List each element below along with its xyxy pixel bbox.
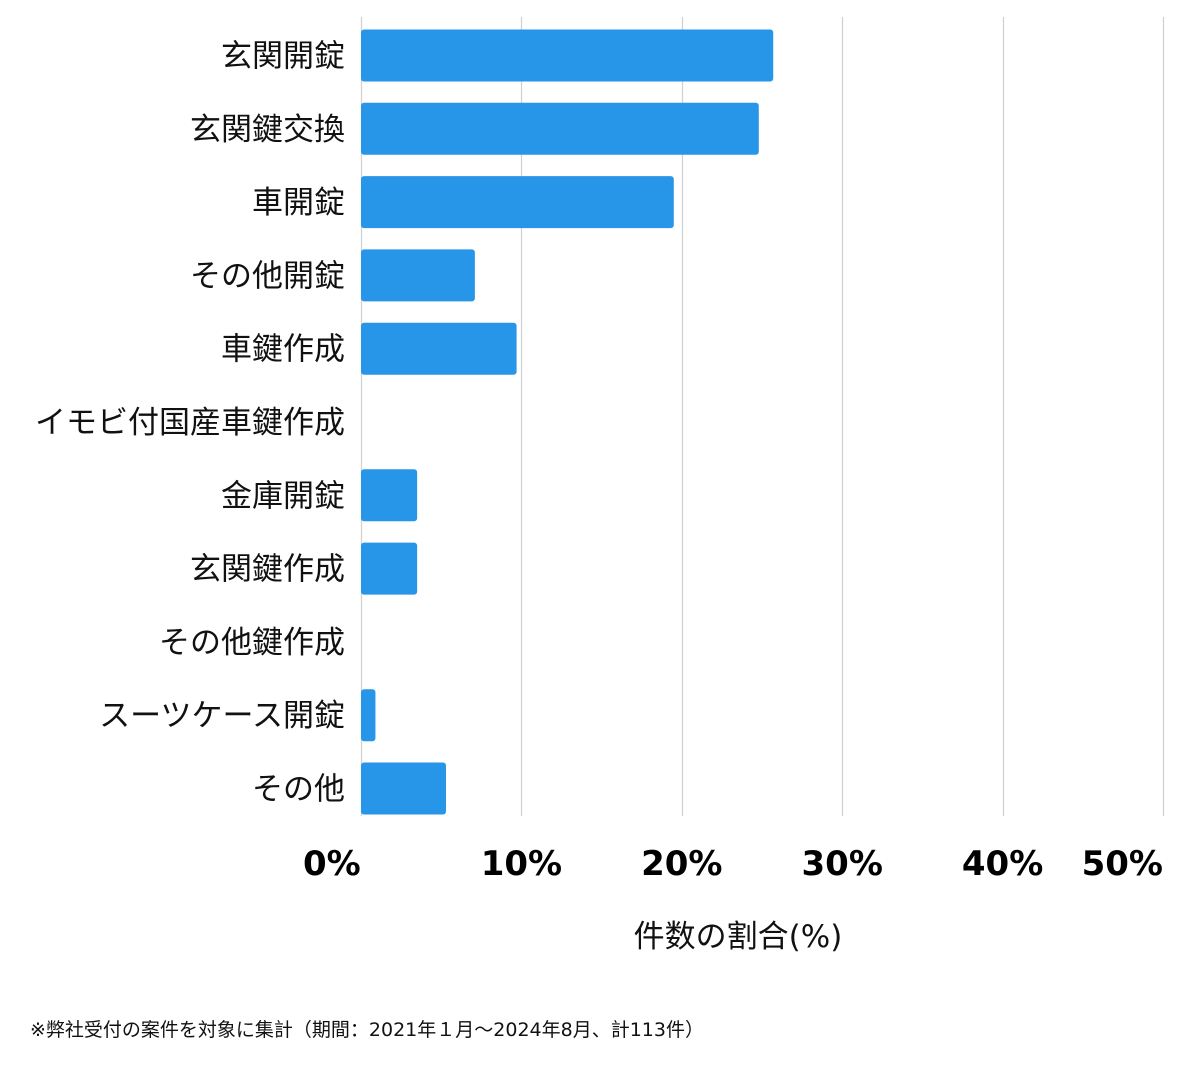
category-label: 金庫開錠 [221, 478, 345, 514]
bar [361, 689, 376, 742]
footnote: ※弊社受付の案件を対象に集計（期間：2021年１月～2024年8月、計113件） [30, 1019, 704, 1041]
category-label: その他開錠 [190, 258, 345, 294]
category-label: その他鍵作成 [159, 625, 345, 661]
category-label: 玄関鍵交換 [190, 112, 345, 148]
bars [361, 29, 774, 815]
bar [361, 102, 759, 155]
x-tick-label: 20% [641, 844, 722, 884]
category-label: 車鍵作成 [221, 332, 345, 368]
bar [361, 29, 774, 82]
bar [361, 469, 418, 522]
category-label: スーツケース開錠 [99, 698, 345, 734]
bar [361, 762, 447, 815]
x-tick-labels: 0% 10% 20% 30% 40% 50% [303, 844, 1163, 884]
bar [361, 322, 517, 375]
category-label: 玄関開錠 [221, 39, 345, 75]
bar-chart: 玄関開錠玄関鍵交換車開錠その他開錠車鍵作成イモビ付国産車鍵作成金庫開錠玄関鍵作成… [35, 17, 1165, 955]
bar [361, 176, 674, 229]
x-tick-label: 50% [1082, 844, 1163, 884]
x-tick-label: 40% [962, 844, 1043, 884]
x-tick-label: 0% [303, 844, 361, 884]
category-labels: 玄関開錠玄関鍵交換車開錠その他開錠車鍵作成イモビ付国産車鍵作成金庫開錠玄関鍵作成… [35, 39, 345, 808]
category-label: イモビ付国産車鍵作成 [35, 405, 345, 441]
category-label: 玄関鍵作成 [190, 552, 345, 588]
category-label: 車開錠 [252, 185, 345, 221]
category-label: その他 [252, 772, 345, 808]
x-tick-label: 30% [802, 844, 883, 884]
bar [361, 249, 475, 302]
bar [361, 542, 418, 595]
x-axis-title: 件数の割合(%) [634, 919, 843, 955]
x-tick-label: 10% [481, 844, 562, 884]
